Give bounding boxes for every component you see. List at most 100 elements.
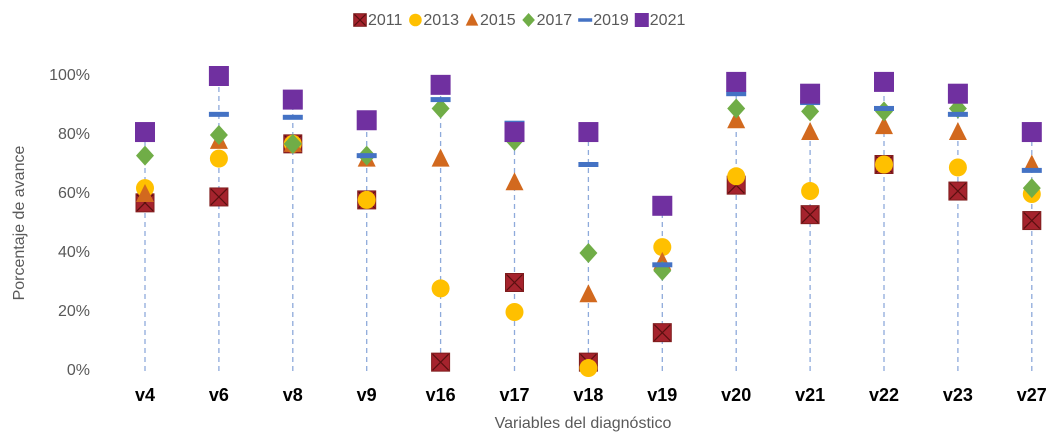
- y-tick-label: 100%: [49, 67, 90, 84]
- circle: [209, 149, 228, 168]
- circle: [431, 279, 450, 298]
- marker: [208, 111, 229, 117]
- cross: [653, 324, 671, 342]
- marker: [579, 243, 598, 263]
- marker: [801, 101, 820, 122]
- square: [947, 83, 968, 104]
- triangle: [948, 122, 967, 141]
- marker: [209, 149, 228, 168]
- circle: [357, 190, 376, 209]
- triangle: [465, 13, 479, 26]
- marker: [1022, 211, 1042, 231]
- marker: [136, 184, 154, 202]
- circle: [875, 155, 893, 174]
- marker: [653, 238, 672, 257]
- marker: [1021, 167, 1042, 173]
- y-tick-label: 60%: [58, 185, 90, 202]
- circle: [409, 13, 422, 27]
- marker: [431, 98, 450, 119]
- x-tick-label: v21: [795, 385, 825, 405]
- cross: [949, 182, 967, 200]
- marker: [801, 182, 820, 201]
- triangle: [505, 172, 524, 191]
- triangle: [136, 184, 154, 202]
- marker: [430, 97, 451, 103]
- marker: [431, 279, 450, 298]
- marker: [800, 205, 820, 225]
- square: [1021, 122, 1042, 143]
- marker: [1022, 178, 1041, 199]
- marker: [431, 352, 451, 372]
- dash: [947, 111, 968, 117]
- square: [652, 195, 673, 216]
- y-tick-label: 80%: [58, 126, 90, 143]
- square: [578, 122, 599, 143]
- diamond: [727, 98, 746, 119]
- diamond: [1022, 178, 1041, 199]
- marker: [208, 66, 229, 86]
- marker: [874, 105, 894, 111]
- marker: [875, 101, 893, 122]
- cross: [801, 206, 819, 224]
- marker: [726, 91, 747, 97]
- legend-marker: [578, 18, 593, 22]
- marker: [948, 122, 967, 141]
- triangle: [727, 110, 746, 129]
- marker: [579, 284, 598, 303]
- diamond: [136, 145, 154, 166]
- x-tick-label: v17: [499, 385, 529, 405]
- marker: [282, 89, 303, 110]
- marker: [356, 153, 377, 159]
- dash: [652, 262, 673, 268]
- dash: [726, 91, 747, 97]
- square: [800, 83, 821, 104]
- y-tick-label: 20%: [58, 303, 90, 320]
- legend-marker: [409, 13, 422, 27]
- dash: [1021, 167, 1042, 173]
- marker: [283, 133, 302, 154]
- marker: [431, 148, 450, 167]
- square: [282, 89, 303, 110]
- diamond: [801, 101, 820, 122]
- square: [504, 122, 525, 143]
- x-tick-label: v8: [283, 385, 303, 405]
- circle: [653, 238, 672, 257]
- triangle: [801, 122, 820, 141]
- square: [634, 13, 649, 27]
- marker: [948, 158, 967, 177]
- x-tick-label: v22: [869, 385, 899, 405]
- diamond: [283, 133, 302, 154]
- square: [726, 71, 747, 92]
- marker: [504, 122, 525, 143]
- diamond: [209, 125, 228, 145]
- cross: [210, 188, 228, 206]
- marker: [875, 116, 893, 135]
- cross: [506, 274, 523, 291]
- x-tick-label: v20: [721, 385, 751, 405]
- marker: [135, 122, 155, 143]
- legend-label: 2015: [480, 12, 516, 29]
- circle: [505, 303, 524, 321]
- marker: [1021, 122, 1042, 143]
- marker: [652, 323, 672, 343]
- marker: [726, 71, 747, 92]
- marker: [727, 110, 746, 129]
- square: [135, 122, 155, 143]
- marker: [875, 155, 893, 174]
- square: [874, 71, 894, 92]
- dash: [356, 153, 377, 159]
- legend-label: 2013: [423, 12, 459, 29]
- marker: [578, 162, 599, 167]
- marker: [652, 262, 673, 268]
- diamond: [522, 13, 535, 27]
- legend-marker: [465, 13, 479, 26]
- circle: [727, 167, 746, 186]
- square: [208, 66, 229, 86]
- legend-label: 2019: [593, 12, 629, 29]
- x-tick-label: v4: [135, 385, 155, 405]
- square: [430, 74, 451, 95]
- circle: [579, 359, 598, 378]
- x-tick-label: v27: [1017, 385, 1047, 405]
- x-axis-title: Variables del diagnóstico: [495, 415, 672, 432]
- marker: [282, 114, 303, 120]
